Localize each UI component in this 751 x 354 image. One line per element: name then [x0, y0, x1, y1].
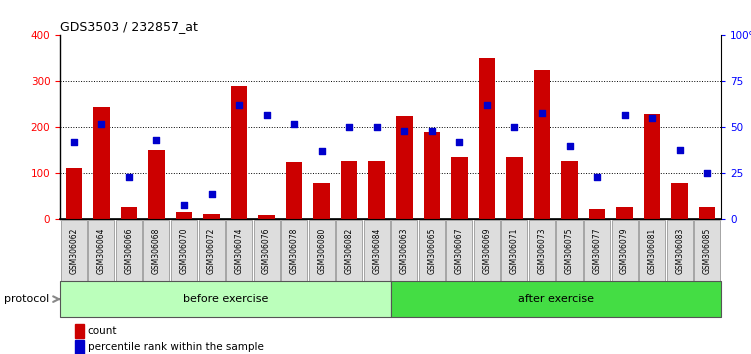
Bar — [258, 215, 275, 219]
Text: protocol: protocol — [4, 294, 49, 304]
Text: GSM306067: GSM306067 — [455, 227, 464, 274]
Text: GSM306073: GSM306073 — [538, 227, 547, 274]
Point — [591, 174, 603, 180]
Bar — [561, 161, 578, 219]
Bar — [617, 207, 633, 219]
Bar — [148, 150, 164, 219]
Text: GSM306078: GSM306078 — [290, 227, 299, 274]
Bar — [478, 58, 495, 219]
Point — [315, 149, 327, 154]
Text: GSM306063: GSM306063 — [400, 227, 409, 274]
Bar — [506, 157, 523, 219]
Text: GSM306085: GSM306085 — [703, 227, 712, 274]
Bar — [121, 207, 137, 219]
Point — [481, 103, 493, 108]
Text: GSM306066: GSM306066 — [125, 227, 134, 274]
Text: GSM306065: GSM306065 — [427, 227, 436, 274]
Bar — [341, 161, 357, 219]
Text: GSM306084: GSM306084 — [372, 227, 382, 274]
Text: after exercise: after exercise — [517, 294, 594, 304]
Point — [233, 103, 245, 108]
Bar — [204, 214, 220, 219]
Text: GSM306081: GSM306081 — [647, 227, 656, 274]
Text: GSM306077: GSM306077 — [593, 227, 602, 274]
Text: GSM306080: GSM306080 — [317, 227, 326, 274]
Point — [288, 121, 300, 127]
Point — [563, 143, 575, 149]
Point — [701, 171, 713, 176]
Text: GSM306074: GSM306074 — [234, 227, 243, 274]
Point — [68, 139, 80, 145]
Bar — [286, 162, 303, 219]
Text: GSM306082: GSM306082 — [345, 227, 354, 274]
Bar — [534, 70, 550, 219]
Text: before exercise: before exercise — [182, 294, 268, 304]
Point — [206, 191, 218, 196]
Text: GSM306071: GSM306071 — [510, 227, 519, 274]
Text: GSM306075: GSM306075 — [565, 227, 574, 274]
Bar — [396, 116, 412, 219]
Point — [646, 115, 658, 121]
Point — [95, 121, 107, 127]
Bar — [451, 157, 468, 219]
Text: GSM306076: GSM306076 — [262, 227, 271, 274]
Text: GSM306062: GSM306062 — [69, 227, 78, 274]
Point — [619, 112, 631, 118]
Text: GSM306072: GSM306072 — [207, 227, 216, 274]
Bar — [369, 161, 385, 219]
Bar — [644, 114, 660, 219]
Point — [343, 125, 355, 130]
Point — [536, 110, 548, 115]
Text: count: count — [88, 326, 117, 336]
Text: percentile rank within the sample: percentile rank within the sample — [88, 342, 264, 352]
Bar — [93, 107, 110, 219]
Point — [371, 125, 383, 130]
Bar — [65, 168, 82, 219]
Text: GDS3503 / 232857_at: GDS3503 / 232857_at — [60, 20, 198, 33]
Bar — [313, 183, 330, 219]
Point — [123, 174, 135, 180]
Text: GSM306064: GSM306064 — [97, 227, 106, 274]
Text: GSM306079: GSM306079 — [620, 227, 629, 274]
Bar — [424, 132, 440, 219]
Bar — [231, 86, 247, 219]
Bar — [699, 207, 716, 219]
Point — [178, 202, 190, 207]
Text: GSM306083: GSM306083 — [675, 227, 684, 274]
Text: GSM306069: GSM306069 — [482, 227, 491, 274]
Point — [398, 128, 410, 134]
Text: GSM306070: GSM306070 — [179, 227, 189, 274]
Bar — [176, 212, 192, 219]
Point — [150, 137, 162, 143]
Bar — [671, 183, 688, 219]
Point — [508, 125, 520, 130]
Bar — [589, 209, 605, 219]
Point — [261, 112, 273, 118]
Point — [426, 128, 438, 134]
Text: GSM306068: GSM306068 — [152, 227, 161, 274]
Point — [674, 147, 686, 152]
Point — [454, 139, 466, 145]
